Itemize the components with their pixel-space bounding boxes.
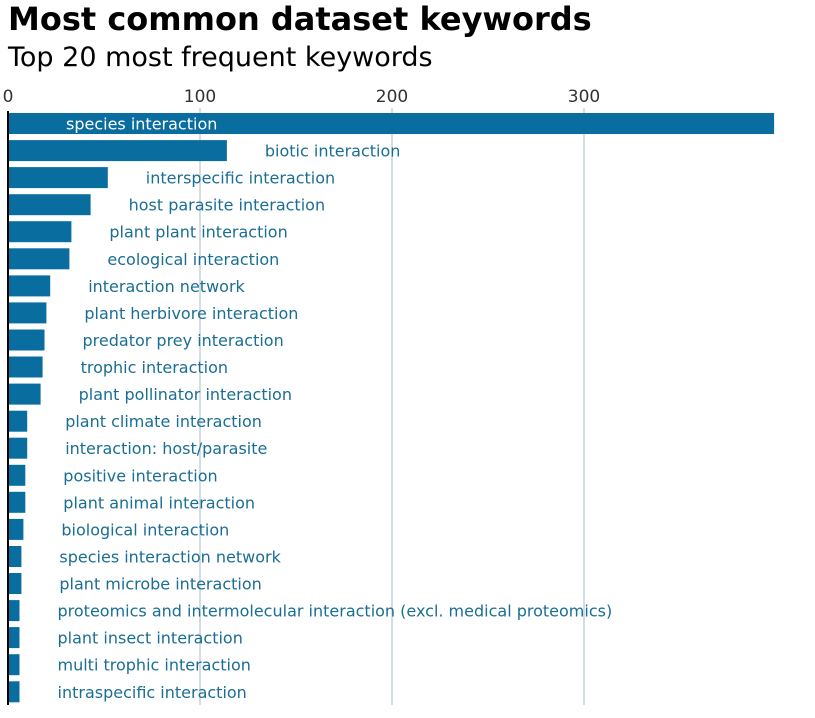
- bar-label: plant microbe interaction: [59, 575, 261, 594]
- bar: [8, 573, 22, 594]
- bar: [8, 518, 24, 540]
- bar-label: biotic interaction: [265, 142, 401, 161]
- x-tick-label: 200: [376, 87, 408, 107]
- bar-label: plant plant interaction: [109, 223, 287, 242]
- bar: [8, 302, 47, 324]
- bar: [8, 410, 28, 432]
- x-tick-label: 300: [568, 87, 600, 107]
- bar-label: species interaction: [66, 115, 217, 134]
- bar-label: trophic interaction: [81, 358, 228, 377]
- bar-label: predator prey interaction: [83, 331, 284, 350]
- bar: [8, 546, 22, 567]
- bar-label: plant climate interaction: [65, 412, 262, 431]
- bar-label: plant herbivore interaction: [84, 304, 298, 323]
- x-tick-label: 0: [3, 87, 14, 107]
- x-tick-label: 100: [184, 87, 216, 107]
- bar: [8, 275, 51, 297]
- bar: [8, 491, 26, 513]
- bar: [8, 681, 20, 703]
- bar: [8, 113, 775, 134]
- bar: [8, 167, 108, 189]
- bar-label: plant pollinator interaction: [79, 385, 292, 404]
- bar-label: interaction: host/parasite: [65, 439, 267, 458]
- grid-lines: [199, 108, 585, 705]
- bar-label: positive interaction: [63, 466, 217, 485]
- bar-labels: species interaction biotic interaction int…: [58, 115, 613, 702]
- bar: [8, 356, 43, 378]
- chart-subtitle: Top 20 most frequent keywords: [8, 42, 433, 73]
- bar-label: interaction network: [88, 277, 245, 296]
- bar-label: multi trophic interaction: [58, 656, 251, 675]
- chart-title: Most common dataset keywords: [8, 0, 592, 38]
- bar-label: plant animal interaction: [63, 493, 255, 512]
- bar-label: plant insect interaction: [58, 629, 243, 648]
- bar: [8, 194, 91, 216]
- bar: [8, 248, 70, 270]
- bar-label: host parasite interaction: [129, 196, 325, 215]
- bar: [8, 383, 41, 405]
- bar: [8, 329, 45, 351]
- x-axis-ticks: 0 100 200 300: [3, 87, 601, 107]
- bar-label: species interaction network: [59, 548, 281, 567]
- bar: [8, 464, 26, 486]
- bar: [8, 140, 227, 162]
- bar: [8, 600, 20, 622]
- bar: [8, 654, 20, 676]
- bar: [8, 221, 72, 243]
- bar: [8, 627, 20, 649]
- bar: [8, 437, 28, 459]
- bar-label: interspecific interaction: [146, 169, 335, 188]
- bars: [8, 113, 775, 703]
- bar-label: proteomics and intermolecular interactio…: [58, 602, 613, 621]
- bar-label: ecological interaction: [107, 250, 279, 269]
- bar-label: intraspecific interaction: [58, 683, 247, 702]
- bar-label: biological interaction: [61, 520, 229, 539]
